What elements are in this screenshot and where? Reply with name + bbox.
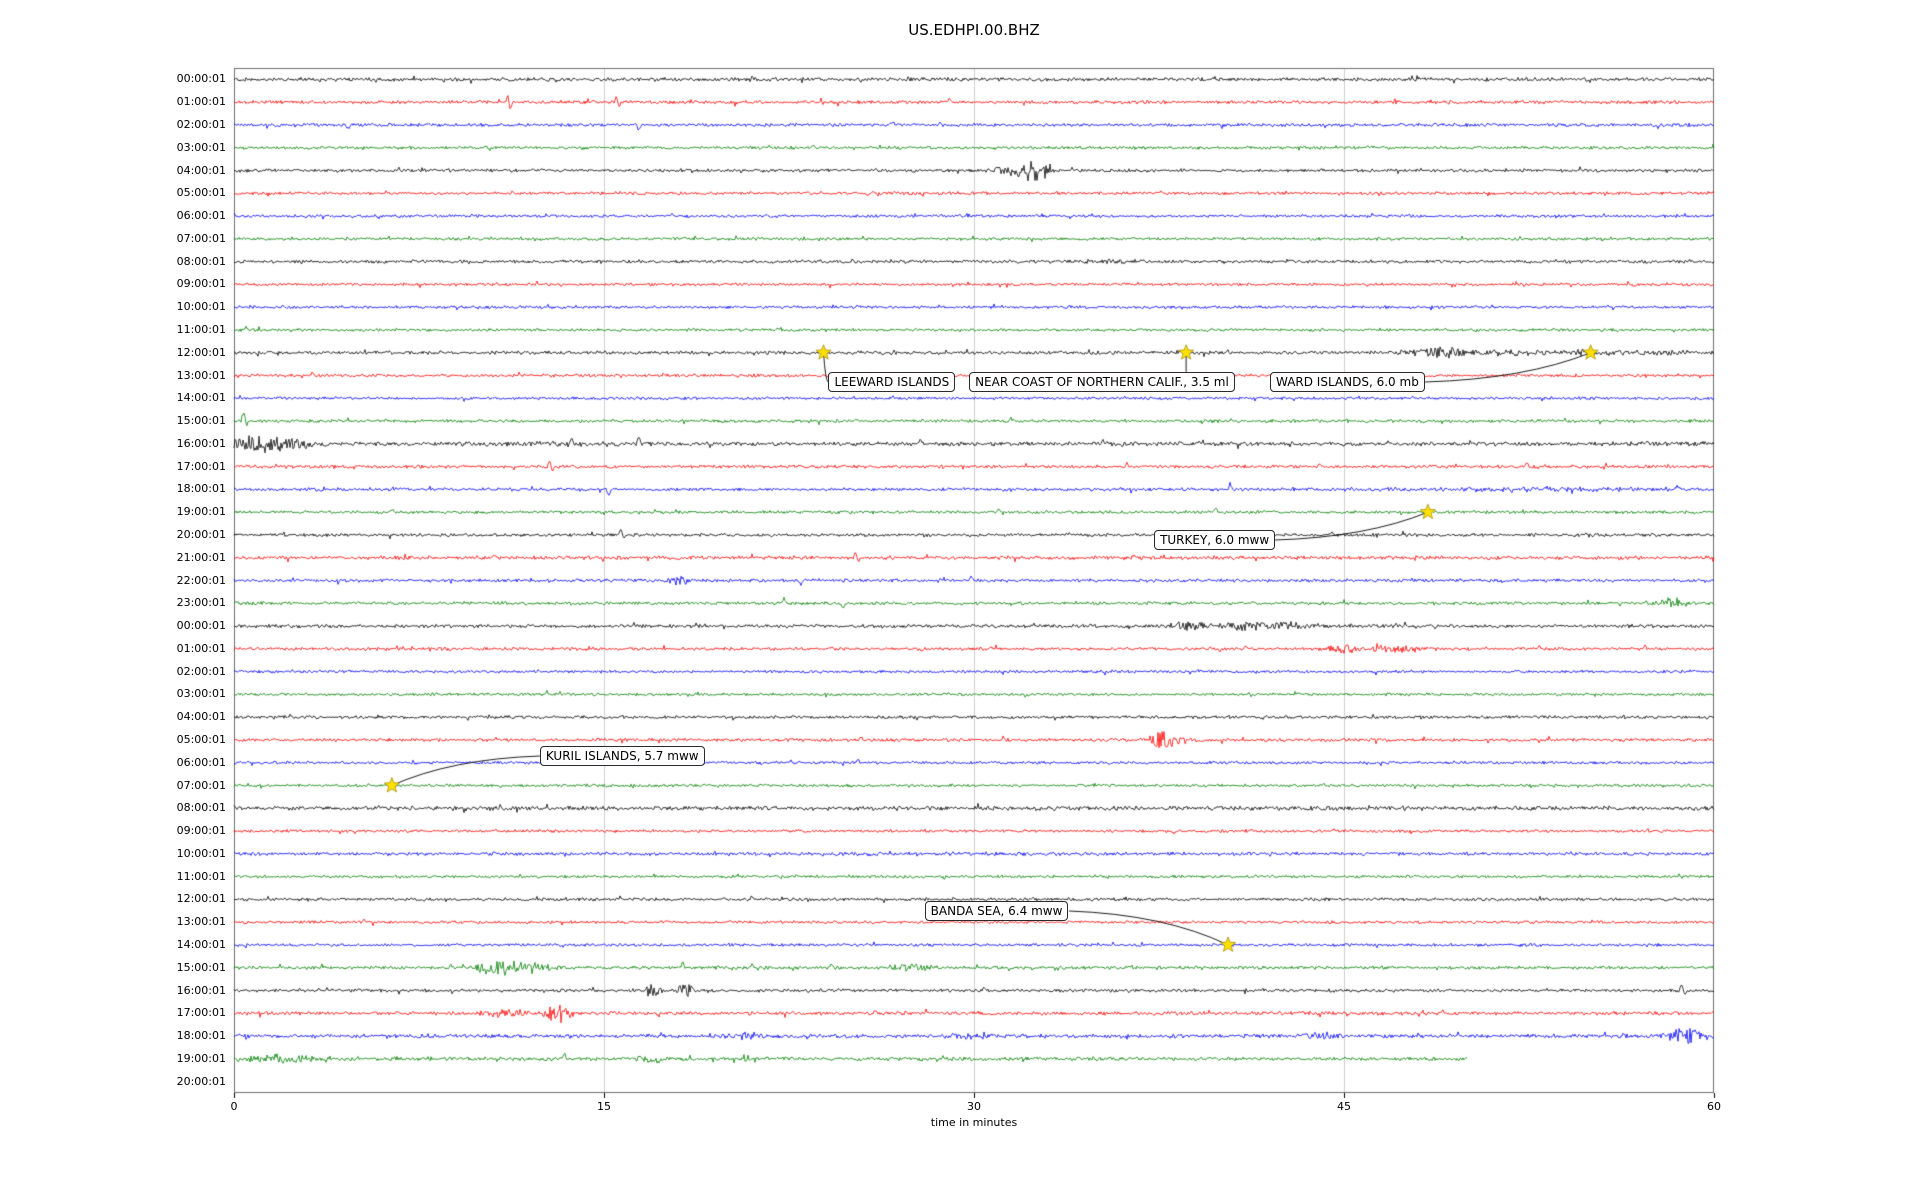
trace-time-label: 10:00:01: [176, 846, 226, 860]
trace-time-label: 21:00:01: [176, 550, 226, 564]
trace-time-label: 08:00:01: [176, 801, 226, 815]
trace-time-label: 05:00:01: [176, 186, 226, 200]
trace-time-label: 16:00:01: [176, 983, 226, 997]
trace-time-label: 19:00:01: [176, 505, 226, 519]
trace-time-label: 14:00:01: [176, 937, 226, 951]
trace-time-label: 20:00:01: [176, 527, 226, 541]
event-annotation: BANDA SEA, 6.4 mww: [924, 900, 1069, 921]
trace-time-label: 03:00:01: [176, 687, 226, 701]
trace-time-label: 08:00:01: [176, 254, 226, 268]
trace-time-label: 11:00:01: [176, 322, 226, 336]
trace-time-label: 09:00:01: [176, 824, 226, 838]
trace-time-label: 12:00:01: [176, 892, 226, 906]
trace-time-label: 09:00:01: [176, 277, 226, 291]
x-tick-label: 0: [230, 1100, 238, 1113]
trace-time-label: 17:00:01: [176, 459, 226, 473]
trace-time-label: 04:00:01: [176, 710, 226, 724]
trace-time-label: 19:00:01: [176, 1051, 226, 1065]
x-tick-label: 30: [967, 1100, 981, 1113]
trace-time-label: 07:00:01: [176, 231, 226, 245]
trace-time-label: 04:00:01: [176, 163, 226, 177]
trace-time-label: 03:00:01: [176, 140, 226, 154]
trace-time-label: 06:00:01: [176, 755, 226, 769]
x-tick-label: 45: [1337, 1100, 1351, 1113]
trace-time-label: 15:00:01: [176, 414, 226, 428]
trace-time-label: 13:00:01: [176, 915, 226, 929]
trace-time-label: 05:00:01: [176, 732, 226, 746]
trace-time-label: 10:00:01: [176, 300, 226, 314]
trace-time-label: 22:00:01: [176, 573, 226, 587]
trace-time-label: 18:00:01: [176, 482, 226, 496]
trace-time-label: 20:00:01: [176, 1074, 226, 1088]
trace-time-label: 17:00:01: [176, 1006, 226, 1020]
event-annotation: LEEWARD ISLANDS: [828, 372, 956, 393]
trace-time-label: 11:00:01: [176, 869, 226, 883]
trace-time-label: 18:00:01: [176, 1029, 226, 1043]
trace-time-label: 12:00:01: [176, 345, 226, 359]
trace-time-label: 07:00:01: [176, 778, 226, 792]
trace-time-label: 00:00:01: [176, 72, 226, 86]
x-tick-label: 15: [597, 1100, 611, 1113]
chart-title: US.EDHPI.00.BHZ: [908, 21, 1040, 39]
x-tick-label: 60: [1707, 1100, 1721, 1113]
trace-time-label: 02:00:01: [176, 664, 226, 678]
trace-time-label: 02:00:01: [176, 117, 226, 131]
trace-time-label: 15:00:01: [176, 960, 226, 974]
trace-time-label: 23:00:01: [176, 596, 226, 610]
trace-time-label: 00:00:01: [176, 619, 226, 633]
trace-time-label: 14:00:01: [176, 391, 226, 405]
trace-time-label: 13:00:01: [176, 368, 226, 382]
trace-time-label: 16:00:01: [176, 436, 226, 450]
trace-time-label: 06:00:01: [176, 209, 226, 223]
event-annotation: WARD ISLANDS, 6.0 mb: [1270, 372, 1425, 393]
x-axis-label: time in minutes: [930, 1116, 1018, 1129]
trace-time-label: 01:00:01: [176, 95, 226, 109]
event-annotation: NEAR COAST OF NORTHERN CALIF., 3.5 ml: [969, 372, 1235, 393]
event-annotation: KURIL ISLANDS, 5.7 mww: [539, 745, 705, 766]
trace-time-label: 01:00:01: [176, 641, 226, 655]
event-annotation: TURKEY, 6.0 mww: [1154, 529, 1276, 550]
